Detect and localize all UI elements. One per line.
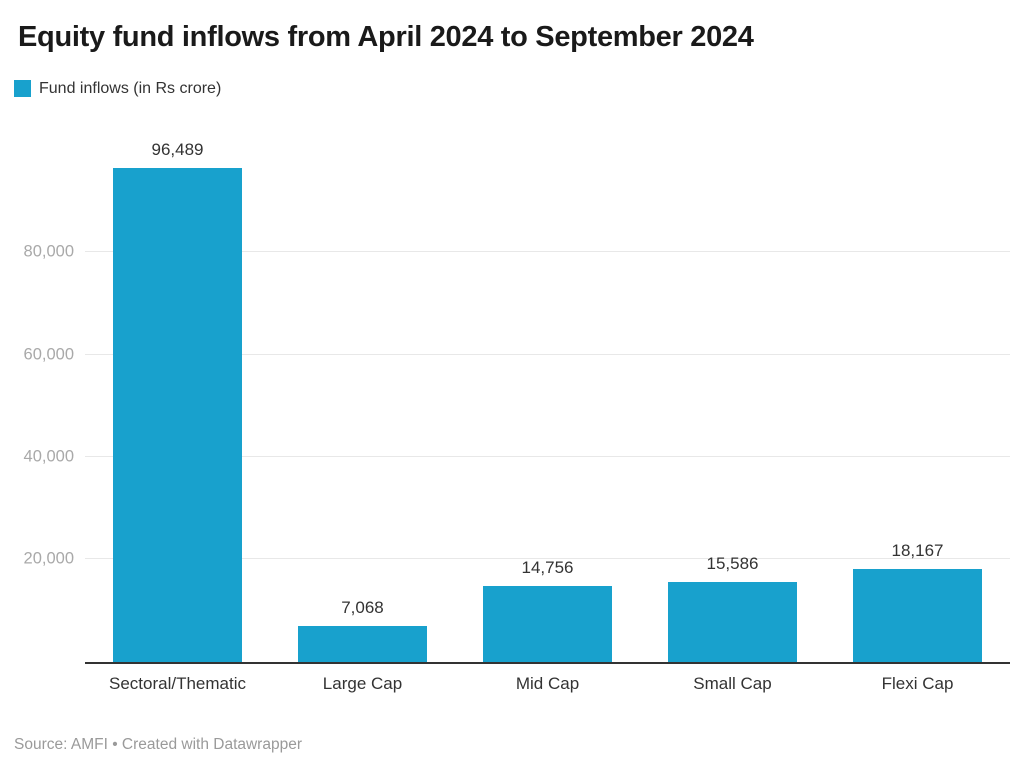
bar-slot: 14,756: [455, 150, 640, 662]
x-axis-labels: Sectoral/Thematic Large Cap Mid Cap Small C…: [85, 662, 1010, 694]
bar: [852, 568, 983, 662]
bar-slot: 96,489: [85, 140, 270, 662]
bar-slot: 18,167: [825, 150, 1010, 662]
bar-slot: 7,068: [270, 150, 455, 662]
x-axis-label: Small Cap: [693, 673, 772, 693]
bar-value-label: 7,068: [341, 597, 384, 617]
page-title: Equity fund inflows from April 2024 to S…: [18, 21, 754, 53]
y-axis-tick-label: 60,000: [23, 345, 74, 364]
chart-header: Equity fund inflows from April 2024 to S…: [0, 0, 1024, 98]
legend-label: Fund inflows (in Rs crore): [39, 79, 222, 97]
y-axis-tick-label: 40,000: [23, 447, 74, 466]
bar: [112, 167, 243, 662]
y-axis-tick-label: 20,000: [23, 549, 74, 568]
x-axis-label: Sectoral/Thematic: [109, 673, 246, 693]
x-axis-label: Mid Cap: [515, 673, 580, 693]
x-axis-label: Flexi Cap: [881, 673, 954, 693]
bar-value-label: 15,586: [706, 554, 759, 573]
legend: Fund inflows (in Rs crore): [14, 80, 1006, 98]
footer-source: Source: AMFI • Created with Datawrapper: [14, 735, 302, 753]
x-axis-line: [85, 661, 1010, 664]
bar: [667, 582, 798, 662]
legend-swatch-icon: [14, 80, 31, 98]
bar-value-label: 96,489: [151, 139, 204, 159]
bars-layer: 96,489 7,068 14,756 15,586 18,167: [85, 140, 1010, 662]
gridline: [85, 456, 1010, 457]
gridline: [85, 251, 1010, 253]
gridline: [85, 353, 1010, 355]
y-axis-tick-label: 80,000: [23, 242, 74, 261]
bar: [297, 625, 428, 662]
x-axis-label: Large Cap: [322, 673, 403, 693]
bar-value-label: 14,756: [521, 558, 574, 578]
bar-value-label: 18,167: [891, 540, 944, 560]
bar: [482, 586, 613, 662]
bar-slot: 15,586: [640, 150, 825, 662]
plot-area: 20,000 40,000 60,000 80,000 96,489 7,068 14,7…: [24, 140, 1010, 664]
gridline: [85, 558, 1010, 560]
